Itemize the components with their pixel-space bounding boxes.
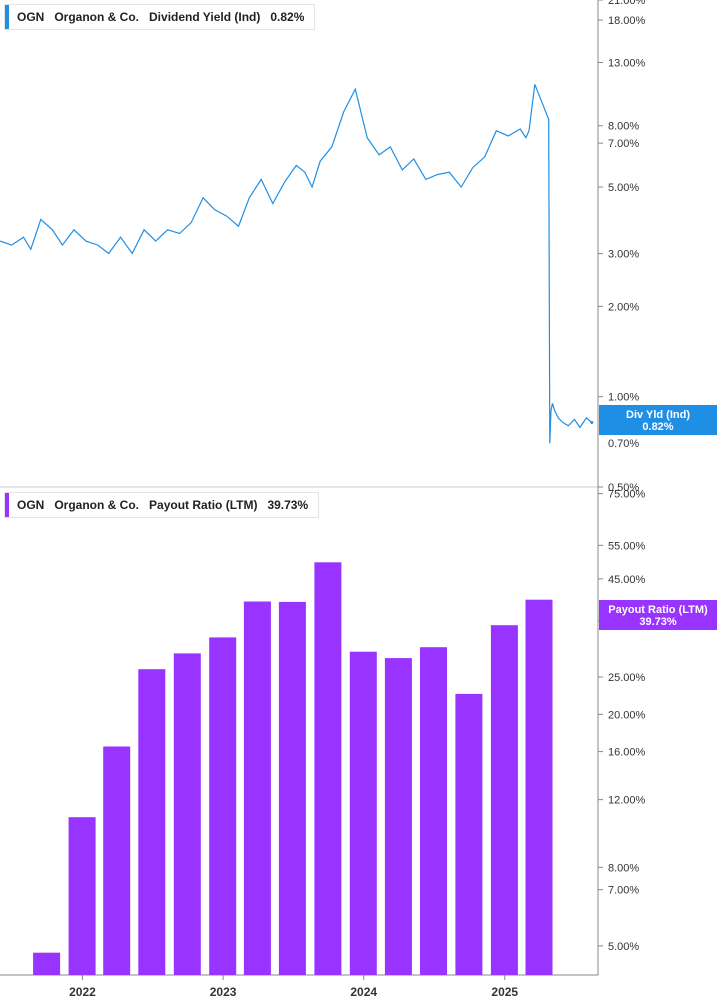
payout-axis-tick-label: 16.00%: [608, 747, 646, 759]
yield-axis-tick-label: 18.00%: [608, 15, 646, 27]
payout-ratio-legend: OGN Organon & Co. Payout Ratio (LTM) 39.…: [4, 492, 320, 518]
legend-current-value: 39.73%: [267, 498, 309, 512]
payout-ratio-flag: Payout Ratio (LTM) 39.73%: [599, 600, 717, 630]
yield-axis-tick-label: 1.00%: [608, 392, 639, 404]
payout-ratio-flag-value: 39.73%: [639, 616, 677, 628]
payout-ratio-bar: [138, 669, 166, 975]
payout-ratio-bar: [173, 653, 201, 975]
payout-ratio-bar: [490, 625, 518, 975]
dividend-yield-line: [0, 84, 593, 444]
legend-company: Organon & Co.: [54, 10, 140, 24]
x-tick-label: 2022: [69, 985, 96, 999]
yield-axis-tick-label: 7.00%: [608, 138, 639, 150]
payout-ratio-bar: [420, 647, 447, 975]
payout-ratio-bar: [243, 601, 271, 975]
dividend-yield-axis: 21.00% 18.00% 13.00% 8.00% 7.00% 5.00% 3.00% 2.…: [590, 0, 646, 494]
yield-axis-tick-label: 5.00%: [608, 182, 639, 194]
payout-axis-tick-label: 7.00%: [608, 885, 639, 897]
legend-current-value: 0.82%: [270, 10, 305, 24]
x-axis-ticks: 2022 2023 2024 2025: [69, 975, 518, 999]
legend-metric: Payout Ratio (LTM): [149, 498, 258, 512]
legend-company: Organon & Co.: [54, 498, 140, 512]
payout-axis-tick-label: 25.00%: [608, 672, 646, 684]
dividend-yield-flag: Div Yld (Ind) 0.82%: [599, 405, 717, 435]
payout-ratio-bar: [314, 562, 342, 975]
payout-ratio-bar: [209, 637, 237, 975]
payout-ratio-bar: [455, 693, 483, 975]
legend-ticker: OGN: [17, 498, 45, 512]
payout-ratio-bar: [103, 746, 131, 975]
x-tick-label: 2025: [491, 985, 518, 999]
payout-axis-tick-label: 12.00%: [608, 795, 646, 807]
payout-ratio-bar: [278, 601, 306, 975]
yield-axis-tick-label: 2.00%: [608, 301, 639, 313]
yield-axis-hidden-tick-label: 0.70%: [608, 438, 639, 450]
legend-metric: Dividend Yield (Ind): [149, 10, 261, 24]
payout-ratio-bar: [349, 651, 377, 975]
dividend-yield-swatch: [5, 5, 9, 29]
yield-axis-tick-label: 13.00%: [608, 57, 646, 69]
legend-ticker: OGN: [17, 10, 45, 24]
payout-axis-tick-label: 45.00%: [608, 574, 646, 586]
payout-axis-tick-label: 75.00%: [608, 489, 646, 501]
x-tick-label: 2023: [210, 985, 237, 999]
payout-ratio-bar: [384, 658, 412, 975]
payout-ratio-bar: [33, 952, 61, 975]
payout-axis-tick-label: 8.00%: [608, 862, 639, 874]
yield-axis-tick-label: 0.50%: [608, 482, 639, 494]
payout-ratio-bar: [68, 817, 96, 975]
payout-ratio-bar: [525, 599, 553, 975]
yield-axis-tick-label: 21.00%: [608, 0, 646, 7]
payout-ratio-flag-label: Payout Ratio (LTM): [608, 604, 708, 616]
payout-axis-tick-label: 55.00%: [608, 540, 646, 552]
payout-ratio-bars: [33, 562, 553, 975]
yield-axis-tick-label: 3.00%: [608, 249, 639, 261]
payout-axis-tick-label: 5.00%: [608, 941, 639, 953]
dividend-yield-flag-label: Div Yld (Ind): [626, 409, 690, 421]
x-tick-label: 2024: [350, 985, 377, 999]
payout-ratio-swatch: [5, 493, 9, 517]
yield-axis-tick-label: 8.00%: [608, 121, 639, 133]
payout-ratio-axis: 75.00%55.00%45.00%35.00%25.00%20.00%16.0…: [598, 489, 646, 953]
dividend-yield-flag-value: 0.82%: [642, 421, 673, 433]
payout-axis-tick-label: 20.00%: [608, 709, 646, 721]
dividend-yield-legend: OGN Organon & Co. Dividend Yield (Ind) 0…: [4, 4, 316, 30]
